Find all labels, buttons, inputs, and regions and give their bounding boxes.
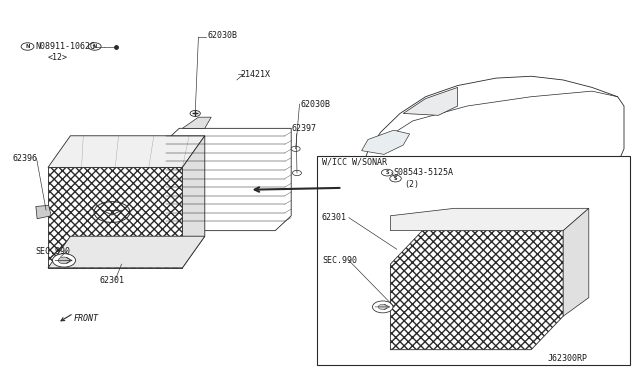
Circle shape xyxy=(488,191,529,215)
Polygon shape xyxy=(362,130,410,154)
Text: 62030B: 62030B xyxy=(208,31,238,40)
Polygon shape xyxy=(48,136,205,167)
Circle shape xyxy=(387,182,394,186)
Polygon shape xyxy=(36,205,51,219)
Text: SEC.990: SEC.990 xyxy=(35,247,70,256)
Polygon shape xyxy=(358,76,624,206)
Circle shape xyxy=(292,170,301,176)
Polygon shape xyxy=(390,231,563,350)
Text: W/ICC W/SONAR: W/ICC W/SONAR xyxy=(322,157,387,166)
Text: <12>: <12> xyxy=(48,53,68,62)
Circle shape xyxy=(390,175,401,182)
Text: J62300RP: J62300RP xyxy=(547,355,588,363)
Text: N: N xyxy=(25,44,30,49)
Text: 62301: 62301 xyxy=(322,213,347,222)
Polygon shape xyxy=(182,136,205,268)
Circle shape xyxy=(378,304,387,310)
Circle shape xyxy=(372,301,393,313)
Circle shape xyxy=(291,146,300,151)
Circle shape xyxy=(58,257,70,264)
Polygon shape xyxy=(48,236,205,268)
Text: 62030B: 62030B xyxy=(301,100,331,109)
Polygon shape xyxy=(182,117,211,128)
Text: N08911-1062G: N08911-1062G xyxy=(35,42,95,51)
Circle shape xyxy=(190,110,200,116)
Polygon shape xyxy=(368,175,381,184)
Polygon shape xyxy=(48,167,182,268)
Text: N: N xyxy=(93,44,97,49)
Text: S: S xyxy=(394,176,397,181)
Text: FRONT: FRONT xyxy=(74,314,99,323)
Text: S08543-5125A: S08543-5125A xyxy=(394,169,454,177)
Text: S: S xyxy=(385,170,389,175)
Circle shape xyxy=(500,198,518,208)
Circle shape xyxy=(88,43,101,50)
Polygon shape xyxy=(362,166,384,188)
Polygon shape xyxy=(563,208,589,316)
Text: 62397: 62397 xyxy=(291,124,316,133)
Text: (2): (2) xyxy=(404,180,419,189)
Text: 62301: 62301 xyxy=(99,276,124,285)
Bar xyxy=(317,156,630,365)
Text: SEC.990: SEC.990 xyxy=(322,256,357,265)
Text: 21421X: 21421X xyxy=(240,70,270,79)
Text: 62396: 62396 xyxy=(13,154,38,163)
Circle shape xyxy=(52,254,76,267)
Polygon shape xyxy=(403,87,458,115)
Polygon shape xyxy=(163,128,291,231)
Polygon shape xyxy=(390,208,589,231)
